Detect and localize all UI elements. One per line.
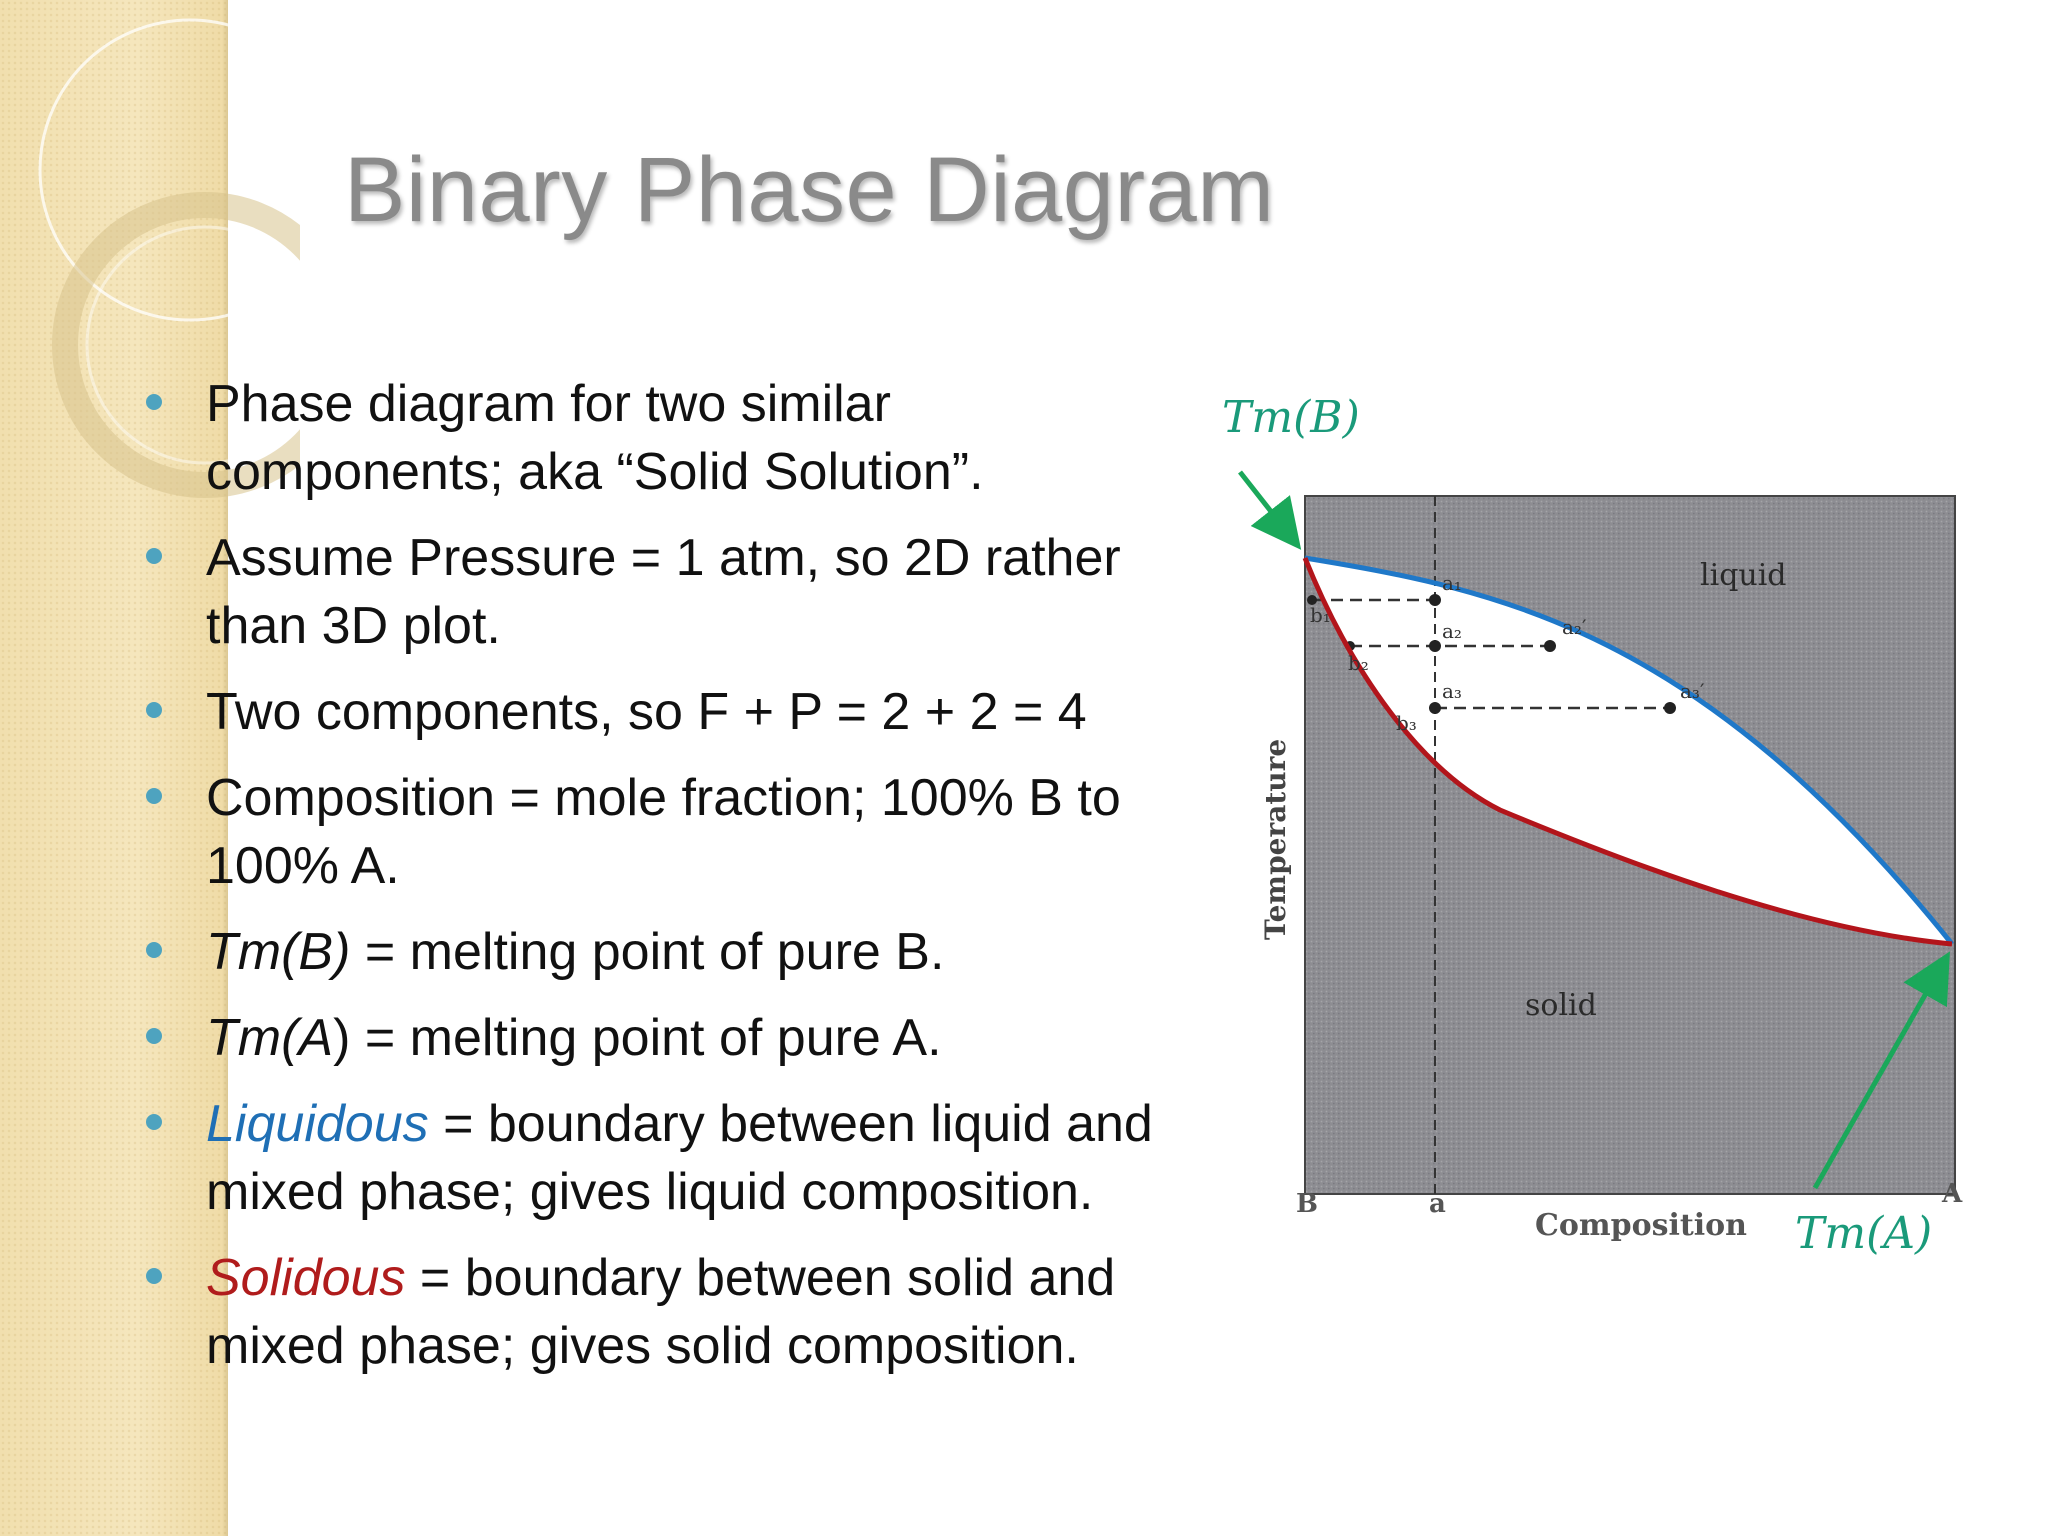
liquidus-curve	[1304, 555, 1954, 946]
bullet-item: Tm(A) = melting point of pure A.	[140, 1004, 1200, 1072]
two-phase-region	[1305, 558, 1952, 944]
tm-a-arrow	[1812, 951, 1950, 1190]
y-axis-label: Temperature	[1259, 739, 1292, 940]
bullet-item: Composition = mole fraction; 100% B to 1…	[140, 764, 1200, 900]
bullet-item: Two components, so F + P = 2 + 2 = 4	[140, 678, 1200, 746]
bullet-dot-icon	[146, 394, 162, 410]
solidus-curve	[1302, 557, 1953, 947]
bullet-text: Composition = mole fraction; 100% B to 1…	[206, 769, 1121, 895]
bullet-dot-icon	[146, 548, 162, 564]
bullet-text: = melting point of pure B.	[350, 923, 945, 981]
label-a3-prime: a₃′	[1680, 679, 1705, 703]
bullet-text: Liquidous	[206, 1095, 429, 1153]
label-b2: b₂	[1348, 651, 1369, 675]
bullet-item: Solidous = boundary between solid and mi…	[140, 1244, 1200, 1380]
bullet-list: Phase diagram for two similar components…	[140, 370, 1200, 1398]
bullet-dot-icon	[146, 1028, 162, 1044]
bullet-item: Assume Pressure = 1 atm, so 2D rather th…	[140, 524, 1200, 660]
label-a2-prime: a₂′	[1562, 615, 1587, 639]
tm-a-label: Tm(A)	[1795, 1208, 1932, 1259]
bullet-dot-icon	[146, 1114, 162, 1130]
bullet-dot-icon	[146, 942, 162, 958]
bullet-item: Liquidous = boundary between liquid and …	[140, 1090, 1200, 1226]
tm-b-arrow	[1238, 470, 1302, 550]
phase-diagram: a₁ a₂ a₃ b₁ b₂ b₃ a₂′ a₃′ liquid solid T…	[1222, 392, 1963, 1259]
bullet-text: Solidous	[206, 1249, 406, 1307]
bullet-text: = boundary between solid and mixed phase…	[206, 1249, 1116, 1375]
bullet-text: Two components, so F + P = 2 + 2 = 4	[206, 683, 1087, 741]
slide-title: Binary Phase Diagram	[344, 139, 1275, 241]
bullet-dot-icon	[146, 788, 162, 804]
x-tick-b: B	[1296, 1189, 1318, 1219]
point-a2	[1429, 640, 1441, 652]
phase-diagram-figure: a₁ a₂ a₃ b₁ b₂ b₃ a₂′ a₃′ liquid solid T…	[1200, 390, 2020, 1290]
bullet-item: Phase diagram for two similar components…	[140, 370, 1200, 506]
bullet-text: Phase diagram for two similar components…	[206, 375, 984, 501]
bullet-dot-icon	[146, 1268, 162, 1284]
decorative-rings	[38, 18, 300, 498]
point-b3	[1430, 703, 1440, 713]
bullet-text: Tm(A	[206, 1009, 334, 1067]
x-tick-a: A	[1941, 1179, 1963, 1209]
bullet-text: ) = melting point of pure A.	[333, 1009, 942, 1067]
point-a3-prime	[1664, 702, 1676, 714]
bullet-dot-icon	[146, 702, 162, 718]
point-a1	[1429, 594, 1441, 606]
point-b1	[1307, 595, 1317, 605]
point-a2-prime	[1544, 640, 1556, 652]
label-b3: b₃	[1396, 711, 1417, 735]
region-liquid-label: liquid	[1700, 558, 1787, 593]
bullet-text: Assume Pressure = 1 atm, so 2D rather th…	[206, 529, 1121, 655]
label-a1: a₁	[1442, 571, 1462, 595]
region-solid-label: solid	[1525, 988, 1597, 1023]
bullet-text: = boundary between liquid and mixed phas…	[206, 1095, 1153, 1221]
x-axis-label: Composition	[1535, 1208, 1747, 1243]
bullet-text: Tm(B)	[206, 923, 351, 981]
label-a2: a₂	[1442, 619, 1462, 643]
x-tick-a-composition: a	[1429, 1189, 1446, 1219]
label-b1: b₁	[1310, 603, 1331, 627]
tm-b-label: Tm(B)	[1222, 392, 1360, 443]
label-a3: a₃	[1442, 679, 1462, 703]
bullet-item: Tm(B) = melting point of pure B.	[140, 918, 1200, 986]
